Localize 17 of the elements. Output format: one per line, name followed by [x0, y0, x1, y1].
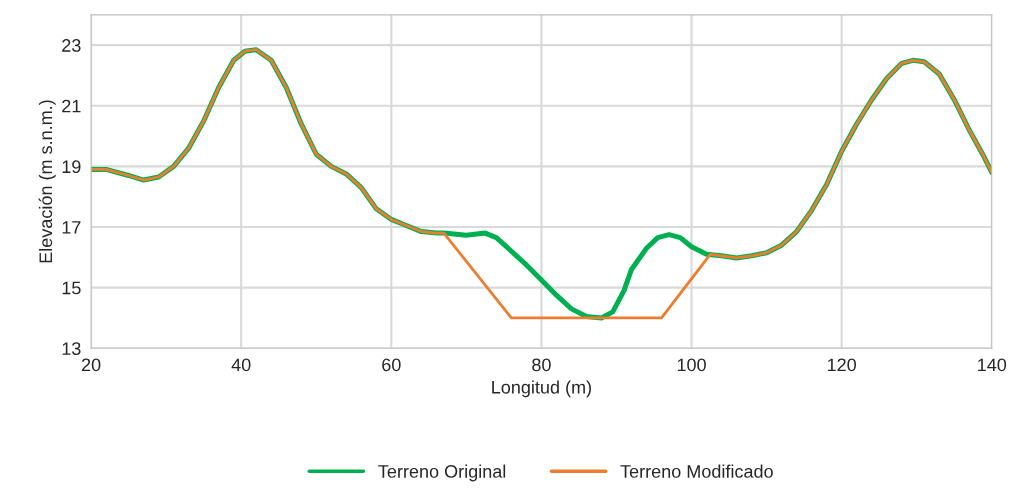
- x-tick-label: 20: [81, 358, 101, 372]
- y-tick-label: 15: [62, 281, 81, 295]
- x-tick-label: 80: [532, 358, 551, 372]
- x-tick-label: 40: [231, 358, 251, 372]
- y-tick-label: 23: [62, 39, 81, 52]
- x-tick-label: 140: [978, 358, 1007, 372]
- x-tick-label: 120: [827, 358, 856, 372]
- legend-label: Terreno Original: [378, 464, 506, 482]
- x-tick-label: 60: [382, 358, 401, 372]
- y-tick-label: 17: [62, 221, 81, 234]
- y-axis-title: Elevación (m s.n.m.): [38, 100, 56, 263]
- x-axis-title: Longitud (m): [492, 380, 591, 398]
- legend-label: Terreno Modificado: [620, 464, 773, 478]
- y-tick-label: 19: [62, 160, 81, 174]
- x-tick-label: 100: [677, 358, 706, 372]
- y-tick-label: 21: [62, 99, 81, 113]
- y-tick-label: 13: [62, 342, 81, 355]
